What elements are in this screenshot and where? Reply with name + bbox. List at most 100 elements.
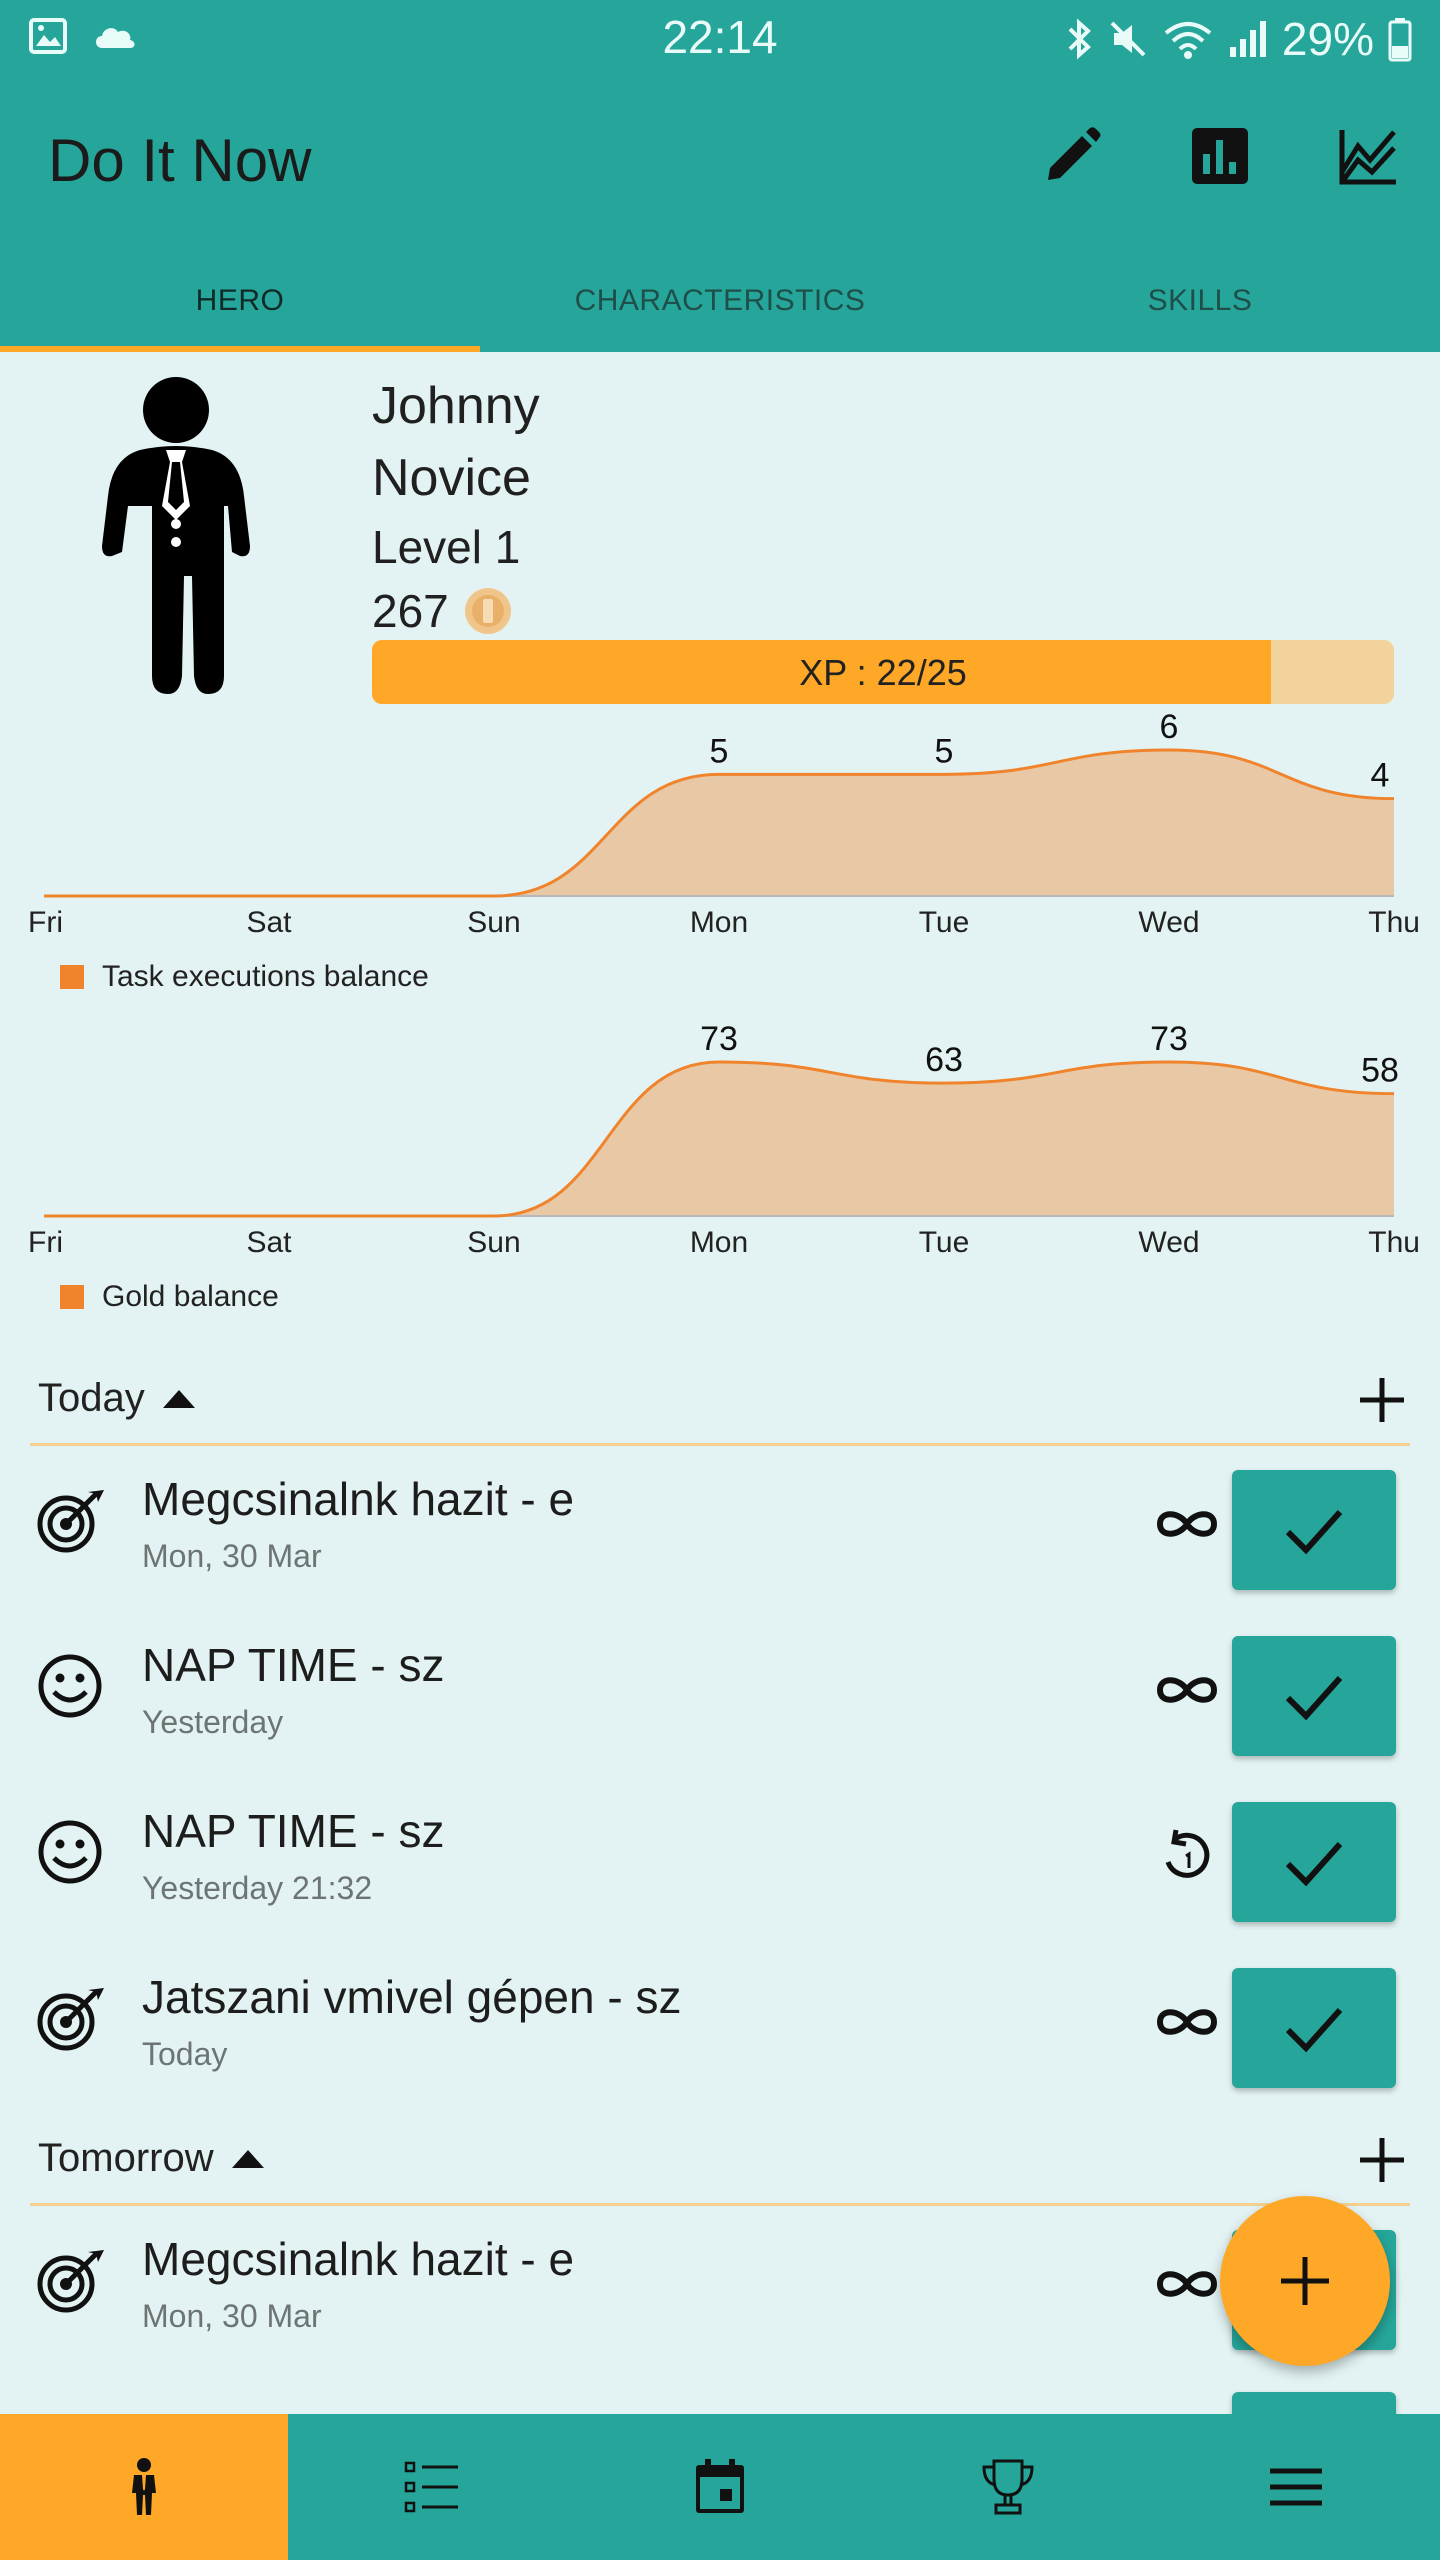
nav-achievements[interactable] xyxy=(864,2414,1152,2560)
task-list-icon xyxy=(404,2461,458,2513)
trophy-icon xyxy=(982,2459,1034,2515)
task-date: Today xyxy=(142,2036,228,2072)
check-icon xyxy=(1285,1509,1343,1555)
coin-icon xyxy=(464,588,511,634)
add-icon[interactable] xyxy=(1354,2132,1410,2188)
section-header-today[interactable]: Today xyxy=(30,1356,1410,1446)
complete-task-button[interactable] xyxy=(1232,1968,1396,2088)
smiley-icon xyxy=(38,1820,102,1884)
check-icon xyxy=(1285,1675,1343,1721)
app-title: Do It Now xyxy=(48,127,312,194)
complete-task-button[interactable] xyxy=(1232,1470,1396,1590)
infinity-icon xyxy=(1156,1677,1218,1703)
task-title: Megcsinalnk hazit - e xyxy=(142,2233,575,2285)
hero-level: Level 1 xyxy=(372,521,521,573)
tab-skills[interactable]: SKILLS xyxy=(1147,284,1253,317)
wifi-icon xyxy=(1164,22,1212,59)
target-icon xyxy=(37,1988,104,2051)
app-bar: 22:14 29% xyxy=(0,0,1440,352)
chart-data-label: 4 xyxy=(1371,757,1390,795)
edit-icon[interactable] xyxy=(1040,124,1104,188)
check-icon xyxy=(1285,2007,1343,2053)
gold-balance-chart: 73 63 73 58 Fri Sat Sun Mon Tue Wed Thu Gold balan… xyxy=(0,1020,1440,1320)
x-tick-label: Wed xyxy=(1138,1226,1199,1259)
x-tick-label: Sun xyxy=(467,906,520,939)
target-icon xyxy=(37,2250,104,2313)
chart-series-line xyxy=(44,748,1395,898)
chart-data-label: 73 xyxy=(700,1020,738,1058)
cloud-icon xyxy=(96,28,135,48)
collapse-caret-icon[interactable] xyxy=(231,2149,264,2168)
hero-rank: Novice xyxy=(372,449,531,507)
x-tick-label: Sat xyxy=(246,1226,292,1259)
hero-icon xyxy=(132,2458,156,2515)
x-tick-label: Mon xyxy=(690,1226,748,1259)
add-icon[interactable] xyxy=(1354,1372,1410,1428)
signal-icon xyxy=(1229,21,1266,57)
check-icon xyxy=(1285,1841,1343,1887)
gold-balance-chart-svg: 73 63 73 58 Fri Sat Sun Mon Tue Wed Thu xyxy=(28,1020,1420,1259)
section-title: Tomorrow xyxy=(38,2136,264,2181)
repeat-once-icon xyxy=(1165,1829,1210,1878)
chart-data-label: 63 xyxy=(925,1041,963,1079)
chart-data-label: 73 xyxy=(1150,1020,1188,1058)
nav-hero[interactable] xyxy=(0,2414,288,2560)
section-title-text: Today xyxy=(38,1376,145,1420)
x-tick-label: Sun xyxy=(467,1226,520,1259)
section-title: Today xyxy=(38,1376,195,1421)
tab-characteristics[interactable]: CHARACTERISTICS xyxy=(574,284,866,317)
x-tick-label: Sat xyxy=(246,906,292,939)
status-bar: 22:14 29% xyxy=(0,0,1440,72)
line-chart-icon[interactable] xyxy=(1336,124,1400,188)
collapse-caret-icon[interactable] xyxy=(162,1389,195,1408)
task-date: Mon, 30 Mar xyxy=(142,2298,322,2334)
complete-task-button[interactable] xyxy=(1232,1802,1396,1922)
nav-tasks[interactable] xyxy=(288,2414,576,2560)
task-row[interactable]: Megcsinalnk hazit - e Mon, 30 Mar xyxy=(0,1440,1440,1606)
xp-label: XP : 22/25 xyxy=(799,652,967,693)
legend-label: Gold balance xyxy=(102,1280,279,1313)
chart-data-label: 58 xyxy=(1361,1052,1399,1090)
task-date: Yesterday xyxy=(142,1704,284,1740)
x-tick-label: Fri xyxy=(28,1226,63,1259)
task-executions-legend: Task executions balance xyxy=(60,960,429,994)
gold-balance-legend: Gold balance xyxy=(60,1280,279,1314)
section-title-text: Tomorrow xyxy=(38,2136,214,2180)
chart-data-label: 5 xyxy=(935,732,954,770)
target-icon xyxy=(37,1490,104,1553)
task-row[interactable]: NAP TIME - sz Yesterday 21:32 xyxy=(0,1772,1440,1938)
status-time: 22:14 xyxy=(662,11,778,63)
task-title: Megcsinalnk hazit - e xyxy=(142,1473,575,1525)
task-date: Mon, 30 Mar xyxy=(142,1538,322,1574)
gold-amount: 267 xyxy=(372,585,449,637)
chart-series-line xyxy=(44,1060,1395,1218)
image-icon xyxy=(29,18,67,54)
task-row[interactable]: NAP TIME - sz Yesterday xyxy=(0,1606,1440,1772)
complete-task-button[interactable] xyxy=(1232,1636,1396,1756)
nav-menu[interactable] xyxy=(1152,2414,1440,2560)
task-executions-chart-svg: 5 5 6 4 Fri Sat Sun Mon Tue Wed Thu xyxy=(28,712,1420,939)
toolbar xyxy=(1040,124,1400,188)
nav-calendar[interactable] xyxy=(576,2414,864,2560)
task-executions-chart: 5 5 6 4 Fri Sat Sun Mon Tue Wed Thu Task execution… xyxy=(0,712,1440,1012)
x-tick-label: Wed xyxy=(1138,906,1199,939)
section-header-tomorrow[interactable]: Tomorrow xyxy=(30,2116,1410,2206)
tab-hero[interactable]: HERO xyxy=(0,262,480,352)
bottom-navigation xyxy=(0,2414,1440,2560)
task-row[interactable]: Jatszani vmivel gépen - sz Today xyxy=(0,1938,1440,2104)
add-task-fab[interactable] xyxy=(1220,2196,1390,2366)
menu-icon xyxy=(1270,2468,1322,2506)
hero-name: Johnny xyxy=(372,377,540,435)
task-date: Yesterday 21:32 xyxy=(142,1870,373,1906)
bar-chart-icon[interactable] xyxy=(1188,124,1252,188)
xp-progress-bar: XP : 22/25 xyxy=(372,640,1394,704)
xp-progress-fill xyxy=(372,640,1272,704)
infinity-icon xyxy=(1156,1511,1218,1537)
chart-data-label: 5 xyxy=(710,732,729,770)
status-right-icons: 29% xyxy=(1064,12,1412,66)
smiley-icon xyxy=(38,1654,102,1718)
x-tick-label: Mon xyxy=(690,906,748,939)
x-tick-label: Tue xyxy=(919,906,970,939)
plus-icon xyxy=(1281,2257,1329,2305)
chart-area xyxy=(44,1062,1394,1216)
